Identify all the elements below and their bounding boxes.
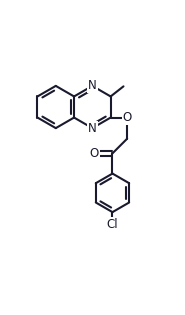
Text: O: O [122, 111, 132, 124]
Text: Cl: Cl [107, 218, 118, 231]
Text: O: O [90, 147, 99, 160]
Text: N: N [88, 79, 97, 92]
Text: N: N [88, 122, 97, 135]
